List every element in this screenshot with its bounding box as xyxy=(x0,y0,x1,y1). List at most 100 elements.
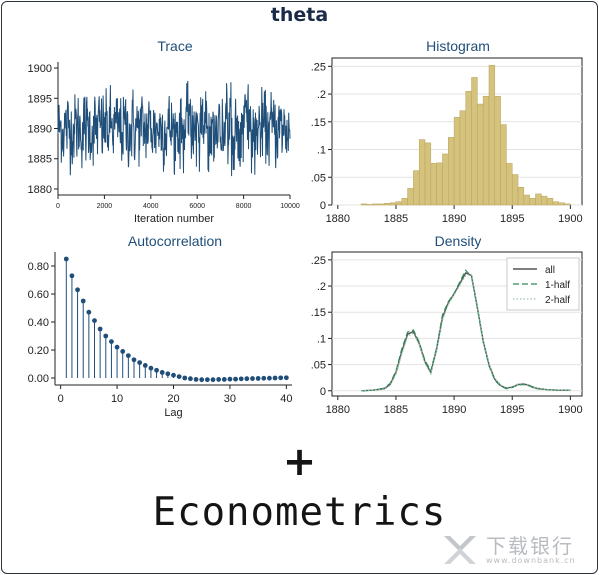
histogram-y-tick-label: .15 xyxy=(311,117,326,129)
histogram-bar xyxy=(395,201,403,206)
acf-point xyxy=(80,298,86,304)
acf-point xyxy=(109,339,114,344)
acf-point xyxy=(131,357,137,363)
trace-x-axis-label: Iteration number xyxy=(134,213,214,225)
histogram-y-tick-label: .25 xyxy=(311,61,326,73)
trace-y-tick-label: 1900 xyxy=(28,63,52,75)
acf-point xyxy=(159,370,165,375)
histogram-plot: 0 .05 .1 .15 .2 .25 1880 1885 1890 1895 1900 xyxy=(311,57,583,225)
histogram-bar xyxy=(448,137,455,206)
histogram-bar xyxy=(389,202,397,206)
histogram-bar xyxy=(401,198,408,206)
acf-y-tick-label: 0.40 xyxy=(28,317,49,329)
histogram-x-tick-label: 1895 xyxy=(500,213,524,225)
histogram-y-tick-label: 0 xyxy=(320,200,326,212)
histogram-bar xyxy=(558,202,565,206)
trace-series-line xyxy=(57,80,291,177)
acf-point xyxy=(204,377,210,383)
acf-point xyxy=(97,326,103,332)
histogram-bar xyxy=(500,124,507,206)
histogram-x-tick-label: 1880 xyxy=(326,213,350,225)
density-plot-frame xyxy=(331,251,583,397)
acf-point xyxy=(86,309,92,315)
trace-y-tick-label: 1885 xyxy=(28,154,52,166)
histogram-bar xyxy=(482,96,490,206)
acf-y-tick-label: 0.20 xyxy=(28,345,49,357)
histogram-bar xyxy=(453,117,461,206)
density-legend-label: 2-half xyxy=(545,295,570,306)
histogram-y-tick-label: .2 xyxy=(317,89,326,101)
trace-x-tick-label: 8000 xyxy=(236,203,252,210)
density-x-tick-label: 1885 xyxy=(384,404,408,416)
acf-point xyxy=(210,377,216,383)
histogram-x-tick-label: 1885 xyxy=(384,213,408,225)
histogram-bar xyxy=(506,163,513,206)
acf-y-tick-label: 0.00 xyxy=(28,373,49,385)
histogram-bar xyxy=(430,163,437,206)
figure-title: theta xyxy=(270,4,329,26)
acf-point xyxy=(171,372,176,378)
acf-point xyxy=(199,377,205,383)
acf-point xyxy=(92,318,97,323)
histogram-bar xyxy=(517,187,525,206)
acf-point xyxy=(142,363,148,368)
histogram-bar xyxy=(552,201,559,206)
acf-point xyxy=(283,375,289,381)
histogram-bar xyxy=(360,203,368,206)
acf-y-tick-label: 0.80 xyxy=(28,261,49,273)
histogram-bar xyxy=(442,153,449,206)
acf-point xyxy=(69,273,75,279)
density-legend-label: all xyxy=(545,265,555,276)
histogram-title: Histogram xyxy=(426,38,490,54)
acf-point xyxy=(244,376,250,382)
density-line-1-half xyxy=(361,269,571,392)
acf-x-tick-label: 40 xyxy=(280,393,292,405)
histogram-bar xyxy=(459,110,466,206)
density-y-tick-label: .05 xyxy=(311,360,326,372)
acf-x-tick-label: 0 xyxy=(58,393,64,405)
acf-point xyxy=(182,375,188,381)
density-y-tick-label: .1 xyxy=(317,333,326,345)
density-y-tick-label: .25 xyxy=(311,255,326,267)
histogram-bar xyxy=(366,204,373,206)
histogram-bar xyxy=(535,193,542,206)
watermark-text: 下载银行 xyxy=(486,534,574,558)
histogram-bar xyxy=(413,170,420,206)
density-legend-label: 1-half xyxy=(545,280,570,291)
histogram-bar xyxy=(465,91,472,206)
trace-y-tick-label: 1880 xyxy=(28,184,52,196)
histogram-bar xyxy=(418,139,426,206)
density-title: Density xyxy=(434,233,482,249)
histogram-bar xyxy=(494,96,501,206)
acf-point xyxy=(233,376,238,382)
histogram-bar xyxy=(523,194,530,206)
downbank-logo-icon xyxy=(444,536,476,564)
acf-point xyxy=(261,375,267,381)
acf-x-axis-label: Lag xyxy=(164,407,182,419)
trace-y-tick-label: 1895 xyxy=(28,93,52,105)
trace-plot: 1880 1885 1890 1895 1900 0 2000 4000 6000 8000 100… xyxy=(28,62,300,225)
watermark-url: www.downbank.cn xyxy=(486,556,576,565)
acf-point xyxy=(114,344,120,350)
trace-x-tick-label: 6000 xyxy=(189,203,205,210)
acf-point xyxy=(154,367,159,373)
histogram-bar xyxy=(488,64,496,206)
acf-point xyxy=(250,376,255,381)
histogram-bar xyxy=(407,188,414,206)
histogram-bar xyxy=(372,203,379,206)
histogram-bar xyxy=(378,203,385,206)
acf-point xyxy=(278,375,284,381)
histogram-bar xyxy=(546,198,554,206)
acf-point xyxy=(120,349,126,354)
trace-x-tick-label: 0 xyxy=(56,203,60,210)
acf-point xyxy=(148,365,154,371)
trace-x-tick-label: 2000 xyxy=(97,203,113,210)
acf-x-tick-label: 20 xyxy=(167,393,179,405)
acf-point xyxy=(176,374,182,379)
histogram-bar xyxy=(471,77,478,206)
acf-point xyxy=(165,371,171,377)
trace-title: Trace xyxy=(157,38,193,54)
histogram-bar xyxy=(529,198,536,206)
histogram-bar xyxy=(511,174,519,206)
acf-point xyxy=(188,376,193,382)
